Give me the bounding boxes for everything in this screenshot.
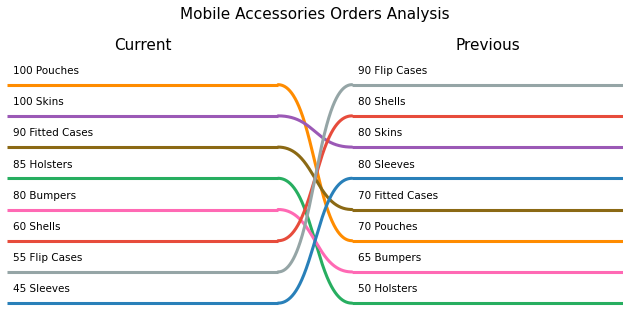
Text: 45 Sleeves: 45 Sleeves <box>13 284 70 294</box>
Text: 60 Shells: 60 Shells <box>13 222 60 232</box>
Text: 80 Skins: 80 Skins <box>358 128 403 138</box>
Text: 80 Bumpers: 80 Bumpers <box>13 191 76 201</box>
Text: 55 Flip Cases: 55 Flip Cases <box>13 253 83 263</box>
Text: 85 Holsters: 85 Holsters <box>13 160 72 169</box>
Text: 90 Flip Cases: 90 Flip Cases <box>358 66 427 76</box>
Text: 70 Fitted Cases: 70 Fitted Cases <box>358 191 438 201</box>
Text: 65 Bumpers: 65 Bumpers <box>358 253 421 263</box>
Text: 70 Pouches: 70 Pouches <box>358 222 418 232</box>
Text: 90 Fitted Cases: 90 Fitted Cases <box>13 128 93 138</box>
Text: Current: Current <box>114 38 171 53</box>
Text: 80 Sleeves: 80 Sleeves <box>358 160 415 169</box>
Text: 100 Pouches: 100 Pouches <box>13 66 79 76</box>
Text: 100 Skins: 100 Skins <box>13 97 64 107</box>
Title: Mobile Accessories Orders Analysis: Mobile Accessories Orders Analysis <box>180 7 450 22</box>
Text: Previous: Previous <box>455 38 520 53</box>
Text: 80 Shells: 80 Shells <box>358 97 406 107</box>
Text: 50 Holsters: 50 Holsters <box>358 284 418 294</box>
